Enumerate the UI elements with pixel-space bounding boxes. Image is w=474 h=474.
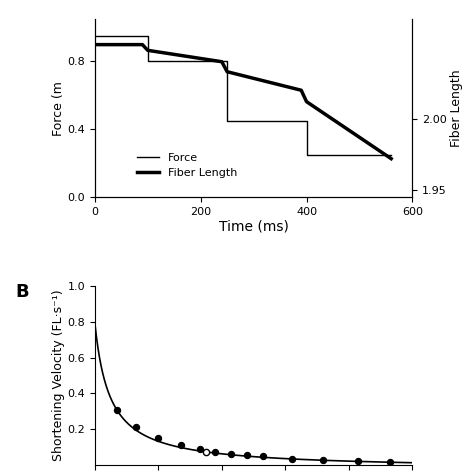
Force	[388, 152, 394, 157]
Fiber Length	[92, 42, 98, 47]
Force	[145, 33, 151, 39]
Fiber Length	[219, 59, 225, 64]
Fiber Length	[145, 47, 151, 53]
Fiber Length	[304, 99, 310, 104]
Fiber Length	[298, 87, 304, 93]
Force	[304, 152, 310, 157]
Force	[224, 118, 230, 124]
X-axis label: Time (ms): Time (ms)	[219, 219, 289, 234]
Y-axis label: Shortening Velocity (FL·s⁻¹): Shortening Velocity (FL·s⁻¹)	[52, 290, 64, 461]
Fiber Length	[139, 42, 145, 47]
Force	[92, 33, 98, 39]
Force	[224, 59, 230, 64]
Line: Force: Force	[95, 36, 391, 155]
Force	[304, 118, 310, 124]
Fiber Length	[224, 69, 230, 74]
Text: B: B	[16, 283, 29, 301]
Y-axis label: Fiber Length: Fiber Length	[450, 69, 463, 147]
Legend: Force, Fiber Length: Force, Fiber Length	[132, 148, 241, 182]
Y-axis label: Force (m: Force (m	[52, 81, 64, 136]
Line: Fiber Length: Fiber Length	[95, 45, 391, 159]
Force	[145, 59, 151, 64]
Fiber Length	[388, 156, 394, 162]
